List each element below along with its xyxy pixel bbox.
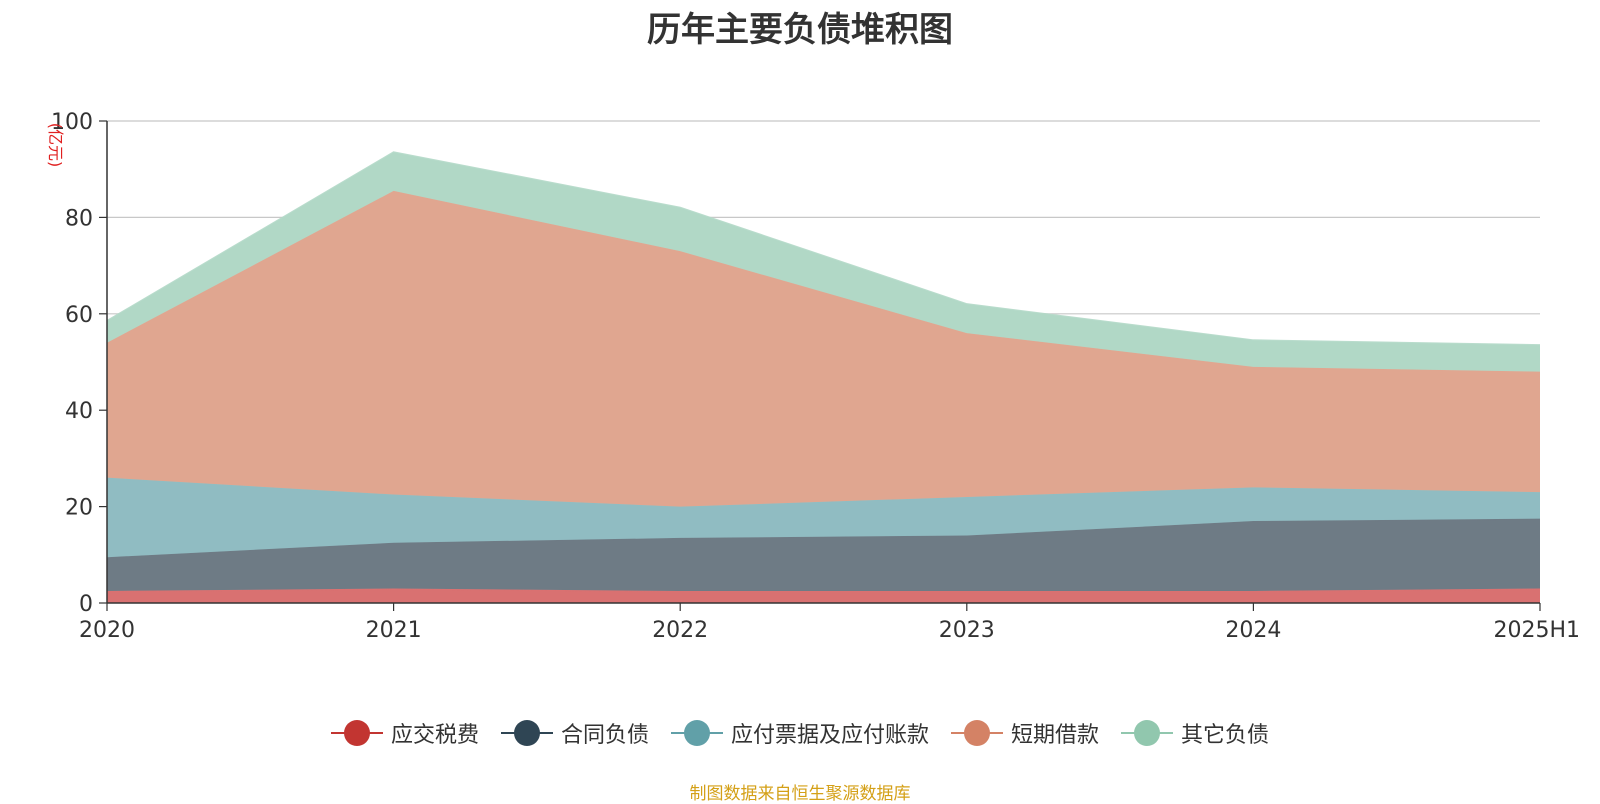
legend: 应交税费 合同负债 应付票据及应付账款 短期借款 其它负债 [0, 717, 1600, 749]
legend-marker-icon [330, 720, 383, 746]
x-tick-label: 2022 [652, 618, 708, 643]
x-tick-label: 2021 [366, 618, 422, 643]
legend-label: 合同负债 [560, 723, 649, 748]
area-line-series-4 [106, 151, 1541, 347]
legend-label: 短期借款 [1011, 723, 1100, 748]
legend-label: 应交税费 [390, 723, 479, 748]
legend-label: 其它负债 [1181, 723, 1270, 748]
area-series-4[interactable] [107, 152, 1540, 372]
x-tick-label: 2020 [79, 618, 135, 643]
area-series-0[interactable] [107, 588, 1540, 603]
legend-item-1[interactable]: 合同负债 [500, 717, 649, 749]
legend-item-2[interactable]: 应付票据及应付账款 [670, 717, 929, 749]
legend-item-0[interactable]: 应交税费 [330, 717, 479, 749]
y-tick-label: 0 [79, 592, 93, 617]
x-tick-label: 2023 [939, 618, 995, 643]
x-tick-label: 2024 [1225, 618, 1281, 643]
y-tick-label: 60 [65, 303, 93, 328]
area-layer [106, 151, 1541, 603]
axis-layer: 0 20 40 60 80 100 2020 2021 2022 2023 2024 2025H1 [51, 110, 1580, 643]
x-tick-label: 2025H1 [1493, 618, 1580, 643]
y-tick-label: 40 [65, 399, 93, 424]
legend-marker-icon [951, 720, 1003, 746]
chart-title: 历年主要负债堆积图 [647, 10, 953, 50]
legend-label: 应付票据及应付账款 [730, 723, 929, 748]
y-tick-label: 80 [65, 206, 93, 231]
y-tick-label: 20 [65, 496, 93, 521]
legend-marker-icon [500, 720, 553, 746]
area-series-1[interactable] [107, 518, 1540, 591]
legend-item-3[interactable]: 短期借款 [951, 717, 1099, 749]
source-note: 制图数据来自恒生聚源数据库 [689, 784, 911, 804]
area-series-3[interactable] [107, 190, 1540, 507]
y-tick-label: 100 [51, 110, 93, 135]
legend-item-4[interactable]: 其它负债 [1121, 717, 1269, 749]
legend-marker-icon [670, 720, 723, 746]
y-unit-label: (亿元) [46, 123, 65, 168]
legend-marker-icon [1121, 720, 1174, 746]
